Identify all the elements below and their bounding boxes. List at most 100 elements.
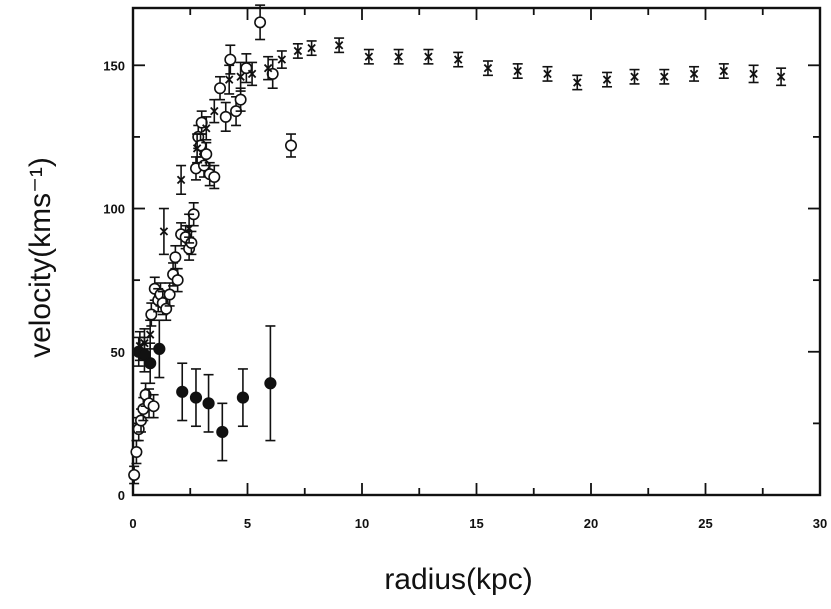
cross-marker [277, 55, 287, 64]
data-point-open-circle [128, 465, 141, 485]
open-circle-marker [219, 110, 232, 123]
cross-marker [307, 43, 316, 53]
data-point-cross [512, 63, 523, 79]
filled-circle-marker [144, 357, 157, 370]
cross-marker [776, 72, 786, 81]
filled-circle-marker [216, 425, 229, 439]
cross-marker [689, 69, 699, 79]
cross-marker [513, 66, 522, 76]
data-point-cross [276, 50, 287, 69]
cross-marker [602, 75, 612, 84]
x-tick-label: 0 [129, 516, 136, 531]
data-point-filled-circle [264, 325, 277, 442]
axis-ticks [132, 8, 821, 496]
x-tick-label: 30 [813, 516, 827, 531]
filled-circle-marker [202, 397, 215, 410]
data-point-cross [334, 37, 345, 54]
data-point-filled-circle [144, 342, 157, 385]
cross-marker [293, 46, 303, 56]
plot-area [131, 6, 822, 497]
cross-marker [483, 63, 493, 73]
data-point-cross [201, 116, 212, 141]
data-point-cross [184, 213, 195, 244]
data-point-filled-circle [138, 336, 151, 373]
open-circle-marker [200, 148, 213, 161]
cross-marker [749, 69, 758, 79]
axis-tick-labels: 0 5 10 15 20 25 30 0 50 100 150 [103, 58, 827, 531]
data-point-cross [263, 55, 274, 81]
open-circle-marker [214, 82, 227, 95]
data-point-cross [482, 60, 493, 77]
data-point-filled-circle [236, 368, 250, 428]
data-point-cross [718, 63, 729, 79]
filled-circle-marker [189, 391, 203, 404]
data-point-cross [629, 68, 640, 85]
data-point-cross [209, 98, 220, 124]
y-tick-label: 0 [118, 488, 125, 503]
cross-marker [424, 52, 433, 61]
open-circle-marker [224, 53, 237, 66]
cross-marker [364, 52, 374, 61]
data-point-cross [542, 65, 553, 82]
data-point-open-circle [219, 101, 232, 132]
data-point-cross [363, 48, 374, 65]
open-circle-marker [171, 274, 184, 287]
data-point-cross [748, 64, 759, 84]
y-tick-label: 100 [103, 202, 125, 217]
cross-marker [192, 144, 202, 153]
data-point-filled-circle [189, 368, 203, 428]
filled-circle-marker [153, 342, 166, 355]
data-point-cross [453, 51, 464, 68]
cross-marker [224, 75, 234, 84]
open-circle-marker [169, 251, 182, 264]
data-point-open-circle [169, 244, 182, 270]
cross-marker [210, 106, 219, 116]
data-point-cross [224, 64, 235, 95]
plot-frame [131, 6, 822, 497]
data-point-filled-circle [202, 373, 215, 433]
y-axis-label: velocity(kms⁻¹) [24, 157, 57, 358]
x-tick-label: 5 [244, 516, 251, 531]
data-point-open-circle [285, 133, 298, 158]
open-circle-marker [285, 139, 298, 152]
cross-marker [543, 69, 552, 79]
filled-circle-marker [264, 377, 277, 390]
cross-marker [719, 66, 729, 76]
series-filled-circle [132, 319, 277, 462]
data-point-open-circle [208, 164, 221, 190]
data-point-open-circle [200, 141, 213, 167]
data-point-cross [423, 48, 434, 65]
data-point-cross [158, 207, 169, 256]
data-point-cross [176, 164, 187, 196]
data-point-filled-circle [176, 362, 189, 422]
y-tick-label: 50 [111, 345, 125, 360]
data-point-filled-circle [153, 319, 166, 379]
open-circle-marker [128, 468, 141, 481]
data-point-cross [689, 65, 700, 82]
filled-circle-marker [176, 385, 189, 398]
cross-marker [247, 69, 257, 79]
data-point-open-circle [145, 302, 158, 327]
cross-marker [453, 55, 463, 64]
series-cross [134, 37, 787, 362]
open-circle-marker [208, 171, 221, 184]
cross-marker [334, 41, 344, 50]
open-circle-marker [234, 93, 247, 106]
data-point-open-circle [147, 393, 160, 419]
data-point-open-circle [234, 87, 247, 112]
cross-marker [660, 72, 669, 81]
cross-marker [573, 78, 582, 87]
x-axis-label: radius(kpc) [384, 563, 532, 596]
data-point-cross [306, 40, 317, 57]
data-point-open-circle [266, 58, 279, 90]
data-point-cross [247, 61, 258, 87]
data-point-open-circle [254, 4, 267, 41]
filled-circle-marker [236, 391, 250, 404]
y-tick-label: 150 [103, 58, 125, 73]
data-point-cross [602, 71, 613, 88]
data-point-open-circle [163, 282, 176, 307]
open-circle-marker [130, 446, 143, 459]
x-tick-label: 20 [584, 516, 598, 531]
data-point-cross [393, 48, 404, 65]
